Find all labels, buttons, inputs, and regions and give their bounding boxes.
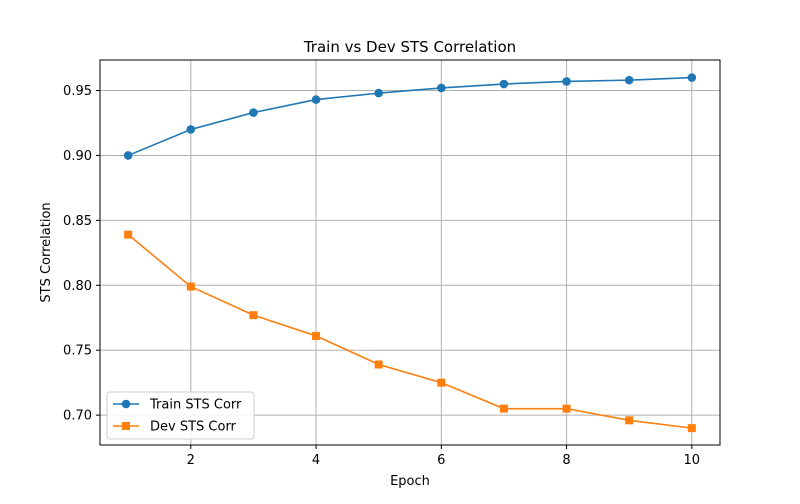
y-tick-label: 0.90 — [63, 149, 92, 164]
x-axis-label: Epoch — [390, 474, 430, 489]
data-point — [437, 83, 446, 93]
x-tick-label: 2 — [187, 453, 195, 468]
legend-label: Dev STS Corr — [150, 420, 237, 435]
data-point — [499, 404, 508, 413]
chart-title: Train vs Dev STS Correlation — [303, 38, 516, 56]
data-point — [312, 331, 321, 340]
legend-marker — [122, 422, 130, 430]
data-point — [562, 77, 571, 86]
data-point — [186, 282, 195, 291]
data-point — [687, 73, 697, 82]
plot-area — [100, 60, 720, 445]
x-tick-label: 10 — [684, 453, 701, 468]
y-tick-label: 0.85 — [63, 214, 92, 229]
data-point — [625, 416, 634, 425]
y-axis: 0.70 0.75 0.80 0.85 0.90 0.95 — [63, 84, 100, 424]
legend-box — [106, 391, 255, 440]
data-point — [624, 75, 634, 85]
legend-label: Train STS Corr — [149, 398, 242, 413]
data-point — [311, 95, 321, 104]
x-tick-label: 6 — [437, 453, 445, 468]
plot-frame — [99, 59, 721, 446]
y-axis-label: STS Correlation — [39, 202, 54, 302]
series-dev — [124, 230, 696, 433]
legend-marker — [121, 399, 131, 409]
y-tick-label: 0.80 — [63, 279, 92, 294]
x-tick-label: 8 — [562, 453, 570, 468]
data-point — [249, 311, 258, 320]
data-point — [374, 360, 383, 369]
y-tick-label: 0.95 — [63, 84, 92, 99]
legend-entry: Train STS Corr — [113, 398, 242, 413]
series-line — [127, 76, 692, 157]
legend: Train STS Corr Dev STS Corr — [106, 391, 255, 440]
data-point — [123, 151, 133, 160]
x-axis: 2 4 6 8 10 — [187, 445, 700, 468]
data-point — [562, 404, 571, 413]
data-point — [124, 230, 133, 239]
x-tick-label: 4 — [312, 453, 320, 468]
data-point — [499, 79, 509, 89]
series-train — [123, 73, 697, 160]
y-tick-label: 0.75 — [63, 344, 92, 359]
legend-entries: Train STS Corr Dev STS Corr — [113, 398, 242, 435]
series-layer — [123, 73, 697, 433]
data-point — [249, 108, 258, 117]
data-point — [437, 378, 446, 387]
legend-entry: Dev STS Corr — [113, 420, 237, 435]
y-tick-label: 0.70 — [63, 409, 92, 424]
data-point — [687, 424, 696, 433]
data-point — [374, 88, 383, 98]
series-line — [127, 234, 692, 429]
data-point — [186, 125, 196, 134]
